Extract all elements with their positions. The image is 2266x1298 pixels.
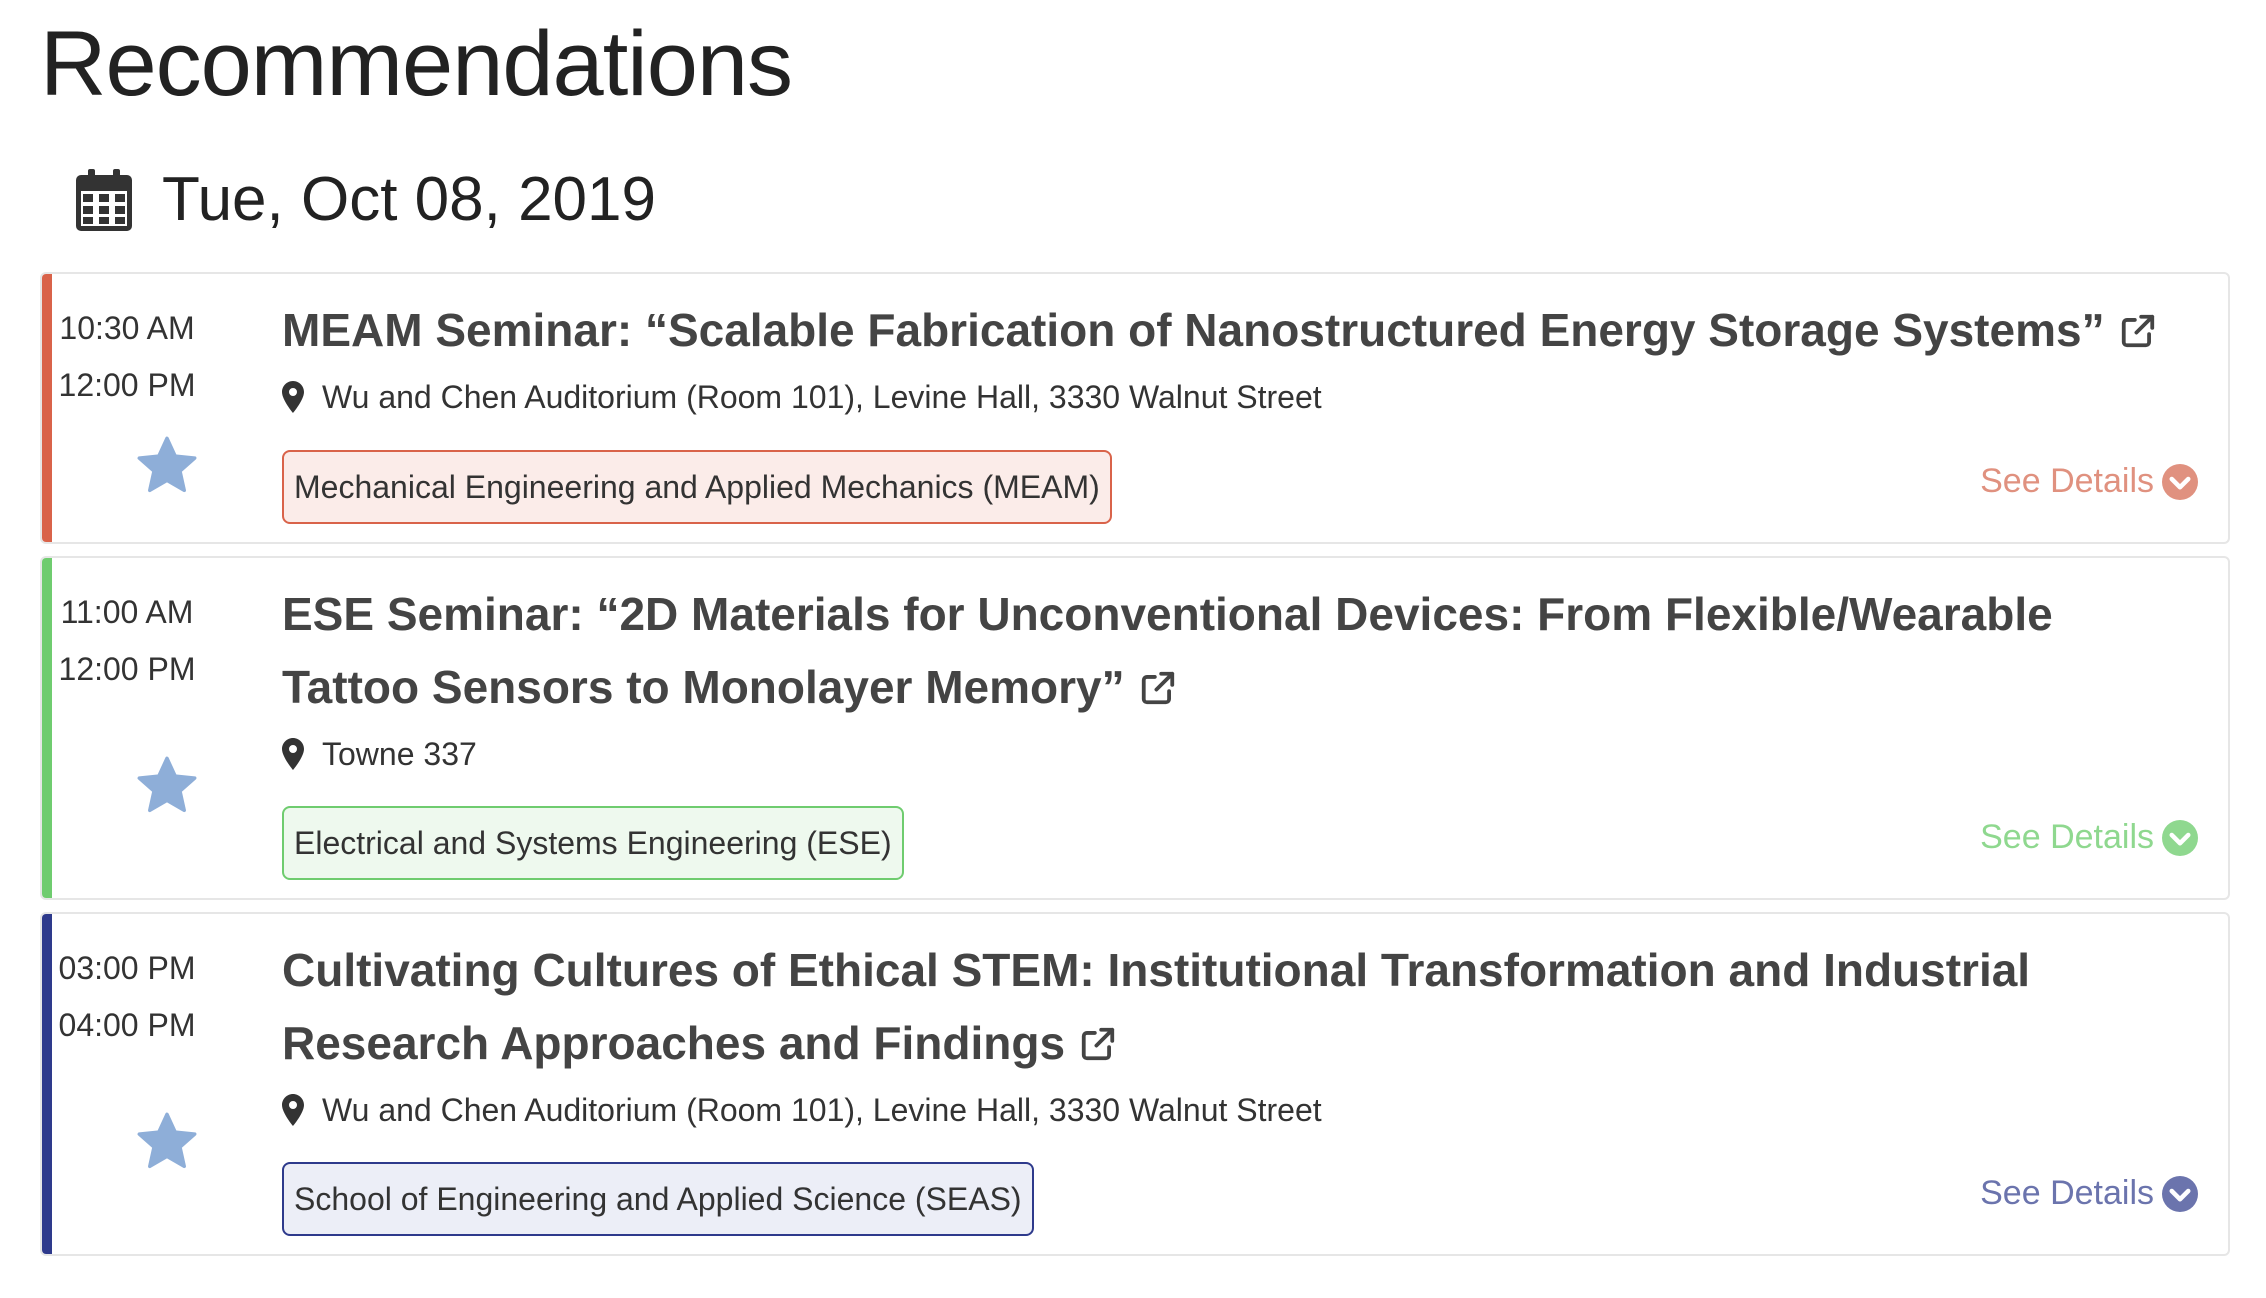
map-pin-icon: [282, 381, 304, 413]
calendar-icon: [76, 169, 132, 231]
event-location: Towne 337: [282, 732, 2198, 776]
event-end-time: 04:00 PM: [58, 1007, 196, 1043]
event-card: 10:30 AM 12:00 PM MEAM Seminar: “Scalabl…: [40, 272, 2230, 544]
event-location-text: Wu and Chen Auditorium (Room 101), Levin…: [322, 379, 1322, 415]
department-tag[interactable]: School of Engineering and Applied Scienc…: [282, 1162, 1034, 1236]
event-title-link[interactable]: MEAM Seminar: “Scalable Fabrication of N…: [282, 304, 2105, 356]
event-title-link[interactable]: Cultivating Cultures of Ethical STEM: In…: [282, 944, 2031, 1069]
event-accent-bar: [42, 274, 52, 542]
event-start-time: 03:00 PM: [58, 950, 196, 986]
event-card: 11:00 AM 12:00 PM ESE Seminar: “2D Mater…: [40, 556, 2230, 900]
star-icon[interactable]: [132, 432, 202, 500]
chevron-down-circle-icon: [2162, 1175, 2198, 1212]
event-end-time: 12:00 PM: [58, 367, 196, 403]
event-location-text: Towne 337: [322, 736, 477, 772]
map-pin-icon: [282, 738, 304, 770]
see-details-label: See Details: [1980, 462, 2154, 500]
event-card: 03:00 PM 04:00 PM Cultivating Cultures o…: [40, 912, 2230, 1256]
date-label: Tue, Oct 08, 2019: [162, 165, 657, 234]
event-location-text: Wu and Chen Auditorium (Room 101), Levin…: [322, 1092, 1322, 1128]
see-details-button[interactable]: See Details: [1980, 818, 2198, 857]
see-details-label: See Details: [1980, 1174, 2154, 1212]
event-location: Wu and Chen Auditorium (Room 101), Levin…: [282, 1088, 2198, 1132]
see-details-button[interactable]: See Details: [1980, 462, 2198, 501]
external-link-icon[interactable]: [2119, 312, 2157, 350]
event-content: ESE Seminar: “2D Materials for Unconvent…: [282, 578, 2198, 776]
department-tag[interactable]: Electrical and Systems Engineering (ESE): [282, 806, 904, 880]
star-icon[interactable]: [132, 752, 202, 820]
event-time: 10:30 AM 12:00 PM: [52, 300, 202, 414]
date-header: Tue, Oct 08, 2019: [76, 160, 656, 240]
event-accent-bar: [42, 914, 52, 1254]
department-tag[interactable]: Mechanical Engineering and Applied Mecha…: [282, 450, 1112, 524]
event-start-time: 10:30 AM: [59, 310, 195, 346]
event-list: 10:30 AM 12:00 PM MEAM Seminar: “Scalabl…: [40, 272, 2230, 1268]
event-location: Wu and Chen Auditorium (Room 101), Levin…: [282, 375, 2198, 419]
event-title-link[interactable]: ESE Seminar: “2D Materials for Unconvent…: [282, 588, 2053, 713]
event-time: 03:00 PM 04:00 PM: [52, 940, 202, 1054]
see-details-label: See Details: [1980, 818, 2154, 856]
event-time: 11:00 AM 12:00 PM: [52, 584, 202, 698]
page-title: Recommendations: [40, 13, 793, 115]
star-icon[interactable]: [132, 1108, 202, 1176]
event-content: MEAM Seminar: “Scalable Fabrication of N…: [282, 294, 2198, 419]
chevron-down-circle-icon: [2162, 819, 2198, 856]
event-end-time: 12:00 PM: [58, 651, 196, 687]
event-accent-bar: [42, 558, 52, 898]
chevron-down-circle-icon: [2162, 463, 2198, 500]
see-details-button[interactable]: See Details: [1980, 1174, 2198, 1213]
event-content: Cultivating Cultures of Ethical STEM: In…: [282, 934, 2198, 1132]
external-link-icon[interactable]: [1139, 669, 1177, 707]
map-pin-icon: [282, 1094, 304, 1126]
external-link-icon[interactable]: [1079, 1025, 1117, 1063]
event-start-time: 11:00 AM: [60, 594, 194, 630]
